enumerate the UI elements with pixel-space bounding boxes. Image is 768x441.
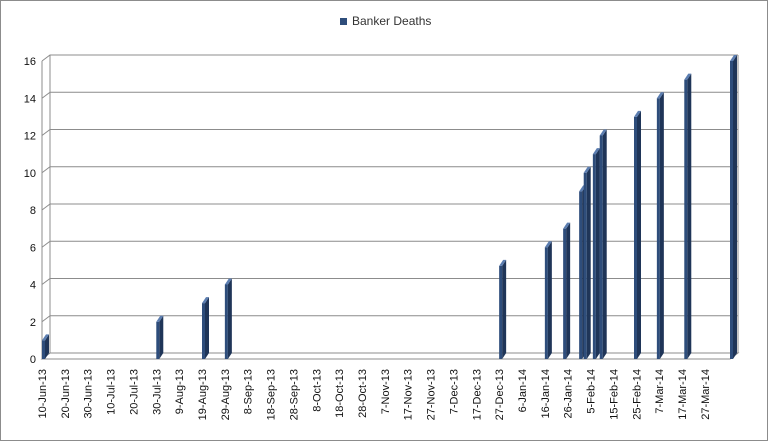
x-tick-label: 20-Jun-13 xyxy=(60,369,72,419)
x-tick-label: 7-Dec-13 xyxy=(448,369,460,414)
floor xyxy=(40,352,740,360)
x-tick-label: 30-Jul-13 xyxy=(151,369,163,415)
x-tick-label: 5-Feb-14 xyxy=(586,369,598,414)
bar xyxy=(202,297,209,359)
bar xyxy=(592,148,600,359)
bar xyxy=(656,92,664,359)
x-tick-label: 17-Mar-14 xyxy=(677,369,689,420)
x-tick-label: 8-Sep-13 xyxy=(243,369,255,414)
bar xyxy=(730,55,737,359)
x-tick-label: 15-Feb-14 xyxy=(608,369,620,420)
x-tick-label: 7-Nov-13 xyxy=(380,369,392,414)
y-tick-label: 2 xyxy=(30,317,36,329)
y-tick-label: 8 xyxy=(30,205,36,217)
x-tick-label: 8-Oct-13 xyxy=(311,369,323,412)
x-tick-label: 10-Jul-13 xyxy=(106,369,118,415)
bar xyxy=(156,315,164,359)
x-tick-label: 17-Dec-13 xyxy=(471,369,483,420)
x-tick-label: 25-Feb-14 xyxy=(631,369,643,420)
x-tick-label: 30-Jun-13 xyxy=(83,369,95,419)
x-tick-label: 27-Dec-13 xyxy=(494,369,506,420)
bar xyxy=(583,166,591,359)
y-tick-label: 16 xyxy=(24,56,36,68)
legend-swatch xyxy=(340,17,347,25)
x-tick-label: 28-Sep-13 xyxy=(288,369,300,420)
bar xyxy=(634,110,641,359)
x-tick-label: 9-Aug-13 xyxy=(174,369,186,414)
x-tick-label: 27-Nov-13 xyxy=(426,369,438,420)
bar xyxy=(224,278,232,359)
bar xyxy=(42,334,49,359)
x-tick-label: 29-Aug-13 xyxy=(220,369,232,420)
y-tick-label: 14 xyxy=(24,93,36,105)
x-tick-label: 26-Jan-14 xyxy=(563,369,575,419)
x-tick-label: 10-Jun-13 xyxy=(37,369,49,419)
x-tick-label: 16-Jan-14 xyxy=(540,369,552,419)
bar xyxy=(599,129,607,359)
legend-label: Banker Deaths xyxy=(352,14,432,28)
x-tick-label: 7-Mar-14 xyxy=(654,369,666,414)
chart-legend: Banker Deaths xyxy=(340,13,431,29)
x-tick-label: 6-Jan-14 xyxy=(517,369,529,412)
x-tick-label: 28-Oct-13 xyxy=(357,369,369,418)
bar xyxy=(544,241,552,359)
bar xyxy=(499,259,507,359)
y-tick-label: 12 xyxy=(24,131,36,143)
y-tick-label: 10 xyxy=(24,168,36,180)
y-tick-label: 0 xyxy=(30,354,36,366)
x-tick-label: 18-Oct-13 xyxy=(334,369,346,418)
x-tick-label: 17-Nov-13 xyxy=(403,369,415,420)
bar xyxy=(684,73,692,359)
x-tick-label: 19-Aug-13 xyxy=(197,369,209,420)
x-tick-label: 27-Mar-14 xyxy=(700,369,712,420)
bar xyxy=(563,222,571,359)
x-tick-label: 20-Jul-13 xyxy=(128,369,140,415)
y-tick-label: 4 xyxy=(30,280,36,292)
y-tick-label: 6 xyxy=(30,242,36,254)
x-tick-label: 18-Sep-13 xyxy=(266,369,278,420)
